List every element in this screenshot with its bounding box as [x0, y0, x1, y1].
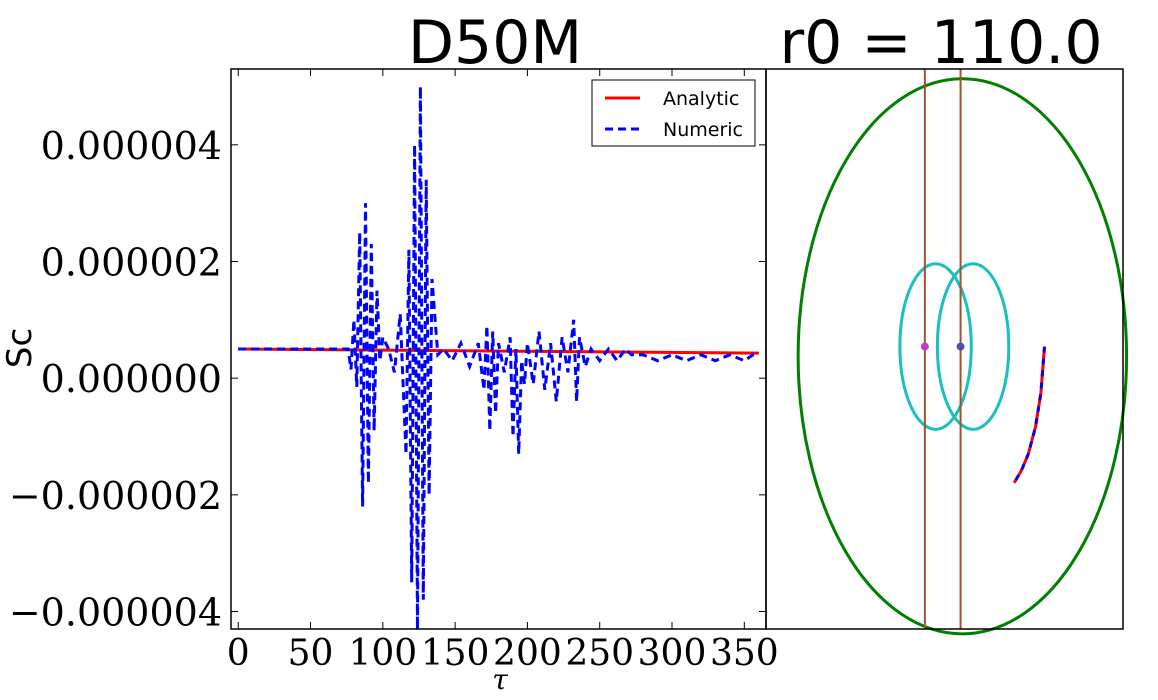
legend-analytic-label: Analytic [663, 88, 739, 110]
y-tick-label: −0.000004 [9, 591, 222, 635]
x-tick-label: 100 [348, 633, 417, 674]
y-tick-label: 0.000002 [41, 241, 222, 285]
orbit-arc-numeric [1012, 346, 1046, 484]
left-circle [898, 262, 973, 431]
x-tick-label: 300 [638, 633, 707, 674]
y-axis-label: Sc [0, 328, 40, 368]
x-tick-label: 0 [227, 633, 250, 674]
orbit-arc-analytic [1012, 346, 1046, 484]
right-axes-frame [765, 68, 1124, 630]
right-chart-title: r0 = 110.0 [779, 8, 1102, 78]
legend-numeric-label: Numeric [663, 119, 743, 141]
y-tick-label: 0.000004 [41, 124, 222, 168]
x-tick-label: 150 [421, 633, 490, 674]
left-chart-title: D50M [408, 8, 582, 78]
x-tick-label: 50 [288, 633, 334, 674]
x-tick-label: 200 [493, 633, 562, 674]
x-axis-label: τ [492, 663, 508, 696]
legend: Analytic Numeric [591, 79, 756, 147]
y-tick-label: 0.000000 [41, 357, 222, 401]
x-tick-label: 350 [710, 633, 779, 674]
y-tick-label: −0.000002 [9, 474, 222, 518]
right-dot [956, 342, 965, 351]
left-axis-ticks: 0.000004 0.000002 0.000000 −0.000002 −0.0000… [9, 69, 779, 674]
right-plot-area [796, 69, 1129, 636]
series-numeric-line [238, 86, 759, 629]
x-tick-label: 250 [565, 633, 634, 674]
outer-ellipse [796, 77, 1129, 636]
left-plot-area [238, 86, 759, 629]
legend-box [591, 79, 756, 147]
left-dot [920, 342, 929, 351]
right-circle [935, 262, 1011, 431]
